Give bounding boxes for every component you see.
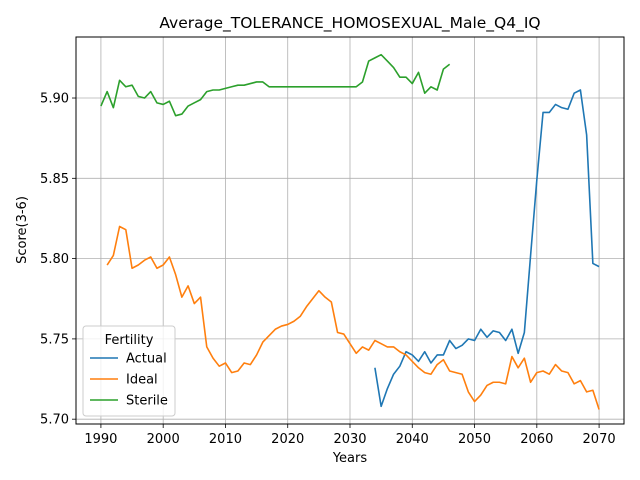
x-tick-label: 2030 <box>333 432 366 447</box>
legend-label-ideal: Ideal <box>126 373 158 388</box>
series-lines <box>100 53 600 410</box>
series-line-ideal <box>106 225 600 410</box>
x-axis-label: Years <box>332 451 368 466</box>
legend-label-sterile: Sterile <box>126 394 168 409</box>
x-tick-label: 2060 <box>520 432 553 447</box>
grid-lines <box>76 37 624 424</box>
x-tick-label: 2050 <box>458 432 491 447</box>
y-axis-label: Score(3-6) <box>15 196 30 264</box>
x-tick-label: 2020 <box>271 432 304 447</box>
x-axis-ticks: 1990 2000 2010 2020 2030 2040 2050 2060 2070 <box>84 424 616 447</box>
chart-title: Average_TOLERANCE_HOMOSEXUAL_Male_Q4_IQ <box>159 14 540 33</box>
y-axis-ticks: 5.70 5.75 5.80 5.85 5.90 <box>40 92 76 428</box>
y-tick-label: 5.80 <box>40 252 69 267</box>
x-tick-label: 1990 <box>84 432 117 447</box>
y-tick-label: 5.70 <box>40 413 69 428</box>
x-tick-label: 2010 <box>209 432 242 447</box>
series-line-sterile <box>100 53 451 117</box>
y-tick-label: 5.85 <box>40 172 69 187</box>
y-tick-label: 5.75 <box>40 332 69 347</box>
x-tick-label: 2000 <box>147 432 180 447</box>
y-tick-label: 5.90 <box>40 92 69 107</box>
legend-box <box>82 325 176 417</box>
legend-title: Fertility <box>105 333 154 348</box>
x-tick-label: 2070 <box>583 432 616 447</box>
legend-label-actual: Actual <box>126 352 167 367</box>
legend: Fertility Actual Ideal Sterile <box>82 325 176 417</box>
series-line-actual <box>374 89 600 408</box>
x-tick-label: 2040 <box>396 432 429 447</box>
